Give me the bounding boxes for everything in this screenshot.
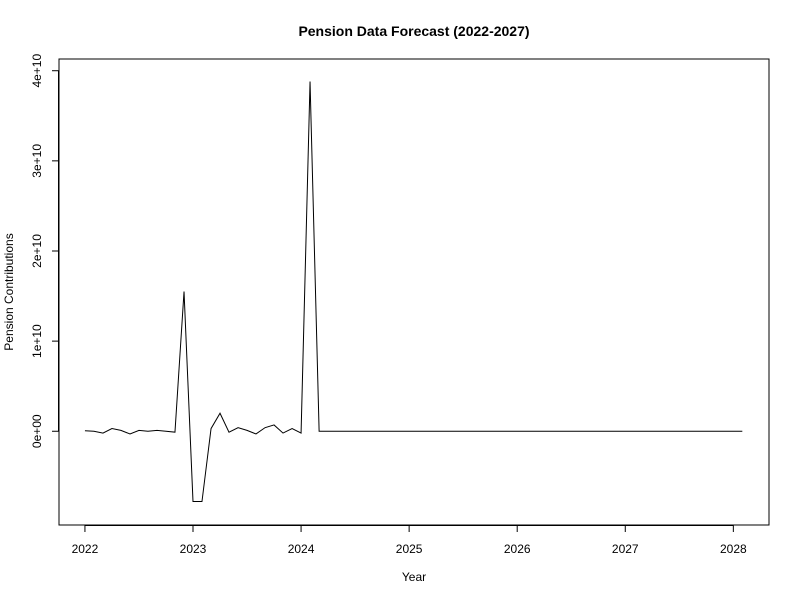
x-axis-label: Year [402,570,426,584]
x-tick-label: 2027 [612,542,639,556]
y-tick-label: 1e+10 [30,324,44,358]
x-tick-label: 2028 [720,542,747,556]
chart-title: Pension Data Forecast (2022-2027) [298,23,529,39]
x-tick-label: 2025 [396,542,423,556]
series-layer [84,81,743,503]
y-tick-label: 4e+10 [30,54,44,88]
series-line [84,81,743,503]
x-axis: 2022 2023 2024 2025 2026 2027 2028 [72,525,747,556]
y-axis: 0e+00 1e+10 2e+10 3e+10 4e+10 [30,54,59,448]
plot-area-frame [58,58,770,526]
x-tick-label: 2023 [180,542,207,556]
y-tick-label: 0e+00 [30,414,44,448]
x-tick-label: 2022 [72,542,99,556]
y-tick-label: 2e+10 [30,234,44,268]
y-tick-label: 3e+10 [30,144,44,178]
x-tick-label: 2024 [288,542,315,556]
y-axis-label: Pension Contributions [2,233,16,350]
x-tick-label: 2026 [504,542,531,556]
